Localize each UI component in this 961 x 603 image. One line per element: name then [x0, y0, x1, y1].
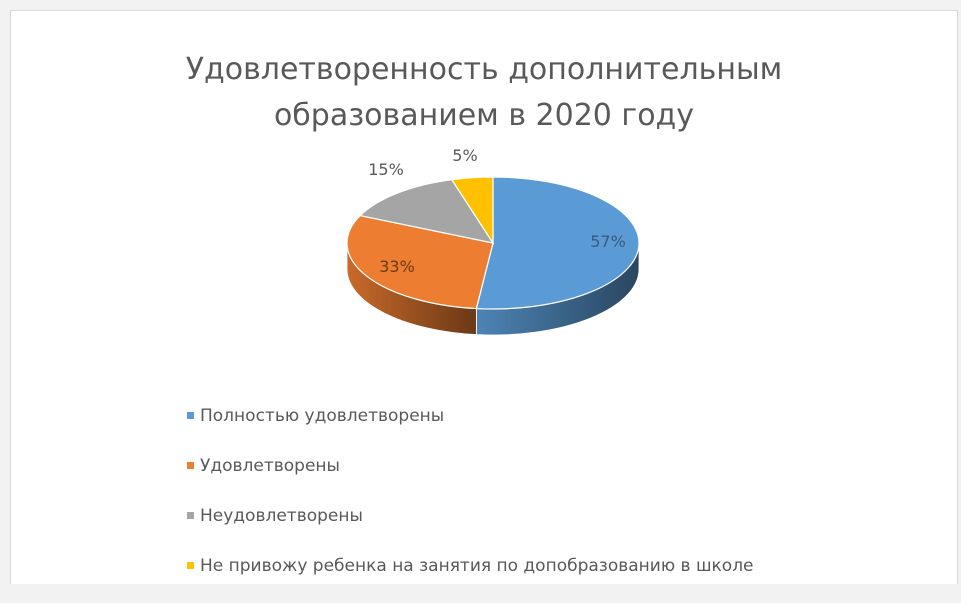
legend-item-satisfied: Удовлетворены [187, 453, 754, 480]
legend-item-fully-satisfied: Полностью удовлетворены [187, 403, 754, 430]
pie-slice-fully-satisfied [475, 176, 640, 310]
legend-item-unsatisfied: Неудовлетворены [187, 503, 754, 530]
pie-slice-not-attending [450, 176, 494, 246]
legend-item-not-attending: Не привожу ребенка на занятия по допобра… [187, 553, 754, 580]
legend-label-not-attending: Не привожу ребенка на занятия по допобра… [200, 556, 754, 576]
legend-swatch-not-attending [187, 561, 194, 569]
data-label-not-attending: 5% [452, 146, 477, 165]
chart-area: Удовлетворенность дополнительным образов… [10, 10, 958, 584]
legend: Полностью удовлетворены Удовлетворены Не… [187, 403, 754, 603]
pie-slice-unsatisfied [358, 179, 495, 244]
data-label-unsatisfied: 15% [368, 160, 404, 179]
legend-label-unsatisfied: Неудовлетворены [200, 506, 363, 526]
chart-title-line-2: образованием в 2020 году [273, 98, 695, 133]
legend-label-satisfied: Удовлетворены [200, 456, 340, 476]
data-label-satisfied: 33% [379, 257, 415, 276]
pie-slice-satisfied [346, 214, 494, 310]
pie-chart: 57% 33% 15% 5% [346, 146, 640, 336]
legend-swatch-unsatisfied [187, 511, 194, 519]
legend-swatch-satisfied [187, 461, 194, 469]
data-label-fully-satisfied: 57% [590, 232, 626, 251]
chart-title-line-1: Удовлетворенность дополнительным [185, 52, 783, 87]
chart-title: Удовлетворенность дополнительным образов… [11, 47, 957, 139]
legend-label-fully-satisfied: Полностью удовлетворены [200, 406, 445, 426]
legend-swatch-fully-satisfied [187, 411, 194, 419]
pie-tops [346, 176, 640, 310]
